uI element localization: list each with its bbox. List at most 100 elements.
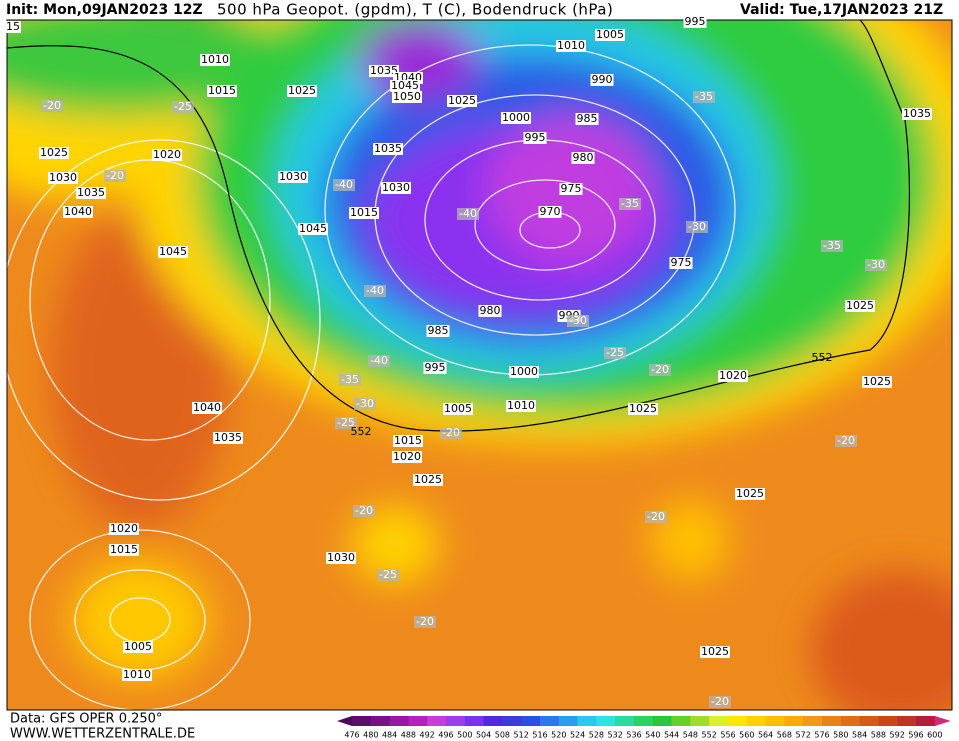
isobar-label: 15 <box>6 20 20 33</box>
legend-label: 480 <box>363 731 378 740</box>
temperature-label-bg <box>41 100 63 112</box>
isobar-label-bg <box>447 95 477 107</box>
temperature-label: -35 <box>823 239 841 252</box>
isobar-label: 1045 <box>391 79 419 92</box>
temperature-label: -40 <box>335 178 353 191</box>
legend-swatch <box>859 716 879 726</box>
isobar-label: 995 <box>685 15 706 28</box>
legend-label: 572 <box>796 731 811 740</box>
legend-label: 536 <box>626 731 641 740</box>
legend-swatch <box>784 716 804 726</box>
legend-swatch <box>483 716 503 726</box>
isobar-label-bg <box>109 544 139 556</box>
isobar-label-bg <box>392 451 422 463</box>
isobar-label: 1035 <box>903 107 931 120</box>
isobar-label-bg <box>63 206 93 218</box>
legend-swatch <box>577 716 597 726</box>
isobar-label: 1025 <box>288 84 316 97</box>
temperature-label: -30 <box>356 397 374 410</box>
isobar-label: 1035 <box>370 64 398 77</box>
temperature-label-bg <box>172 101 194 113</box>
isobar-label: 975 <box>561 182 582 195</box>
isobar-label-bg <box>683 16 707 28</box>
isobar-label: 1025 <box>846 299 874 312</box>
temperature-label: -20 <box>442 426 460 439</box>
isobar-label-bg <box>902 108 932 120</box>
init-time: Init: Mon,09JAN2023 12Z <box>6 2 203 18</box>
legend-label: 592 <box>890 731 905 740</box>
isobar-label-bg <box>575 113 599 125</box>
isobar-label-bg <box>571 152 595 164</box>
isobar-label-bg <box>152 149 182 161</box>
temperature-label-bg <box>377 569 399 581</box>
legend-swatch <box>408 716 428 726</box>
isobar-label: 1015 <box>394 434 422 447</box>
isobar-label: 1040 <box>64 205 92 218</box>
isobar-label: 1005 <box>444 402 472 415</box>
map-title: 500 hPa Geopot. (gpdm), T (C), Bodendruc… <box>217 1 613 19</box>
legend-swatch <box>615 716 635 726</box>
isobar-label: 995 <box>525 131 546 144</box>
isobar-label-bg <box>298 223 328 235</box>
temperature-label: -30 <box>867 258 885 271</box>
isobar-label: 1020 <box>393 450 421 463</box>
isobar-label: 1005 <box>124 640 152 653</box>
legend-label: 584 <box>852 731 867 740</box>
isobar-label: 1035 <box>214 431 242 444</box>
isobar-label-bg <box>287 85 317 97</box>
isobar-label: 1025 <box>736 487 764 500</box>
isobar-label-bg <box>373 143 403 155</box>
legend-label: 476 <box>344 731 359 740</box>
isobar-label-bg <box>845 300 875 312</box>
isobar-label: 970 <box>540 205 561 218</box>
temperature-label-bg <box>104 170 126 182</box>
temperature-label-bg <box>339 374 361 386</box>
temperature-label: -20 <box>651 363 669 376</box>
isobar-label: 995 <box>425 361 446 374</box>
legend-label: 516 <box>532 731 547 740</box>
legend-swatch <box>897 716 917 726</box>
isobar-label: 980 <box>573 151 594 164</box>
isobar-label: 1025 <box>40 146 68 159</box>
isobar-label: 1025 <box>629 402 657 415</box>
isobar-label-bg <box>523 132 547 144</box>
legend-arrow <box>337 716 352 726</box>
isobar-label: 1010 <box>557 39 585 52</box>
legend-swatch <box>502 716 522 726</box>
isobar-label-bg <box>393 435 423 447</box>
temperature-label: -25 <box>379 568 397 581</box>
isobar-label: 1020 <box>719 369 747 382</box>
legend-swatch <box>427 716 447 726</box>
legend-label: 548 <box>683 731 698 740</box>
isobar-label: 1025 <box>863 375 891 388</box>
legend-arrow <box>934 716 951 726</box>
legend-label: 544 <box>664 731 679 740</box>
legend-swatch <box>389 716 409 726</box>
isobar-label-bg <box>506 400 536 412</box>
legend-label: 508 <box>495 731 510 740</box>
temperature-label-bg <box>619 198 641 210</box>
isobar-label: 1000 <box>510 365 538 378</box>
isobar-label-bg <box>381 182 411 194</box>
temperature-label-bg <box>364 285 386 297</box>
isobar-label: 975 <box>671 256 692 269</box>
isobar-label: 985 <box>577 112 598 125</box>
data-source: Data: GFS OPER 0.250° <box>10 712 162 727</box>
legend-label: 596 <box>908 731 923 740</box>
temperature-label-bg <box>354 398 376 410</box>
isobar-label-bg <box>413 474 443 486</box>
temperature-label-bg <box>604 347 626 359</box>
isobar-label-bg <box>595 29 625 41</box>
temperature-label: -35 <box>695 90 713 103</box>
isobar-label: 1010 <box>201 53 229 66</box>
isobar-label: 1020 <box>110 522 138 535</box>
isobar-label-bg <box>349 207 379 219</box>
legend-swatch <box>464 716 485 726</box>
isobar-label: 990 <box>592 73 613 86</box>
isobar-label-bg <box>501 112 531 124</box>
isobar-label: 1035 <box>77 186 105 199</box>
temperature-label: -35 <box>621 197 639 210</box>
isobar-label: 1020 <box>153 148 181 161</box>
